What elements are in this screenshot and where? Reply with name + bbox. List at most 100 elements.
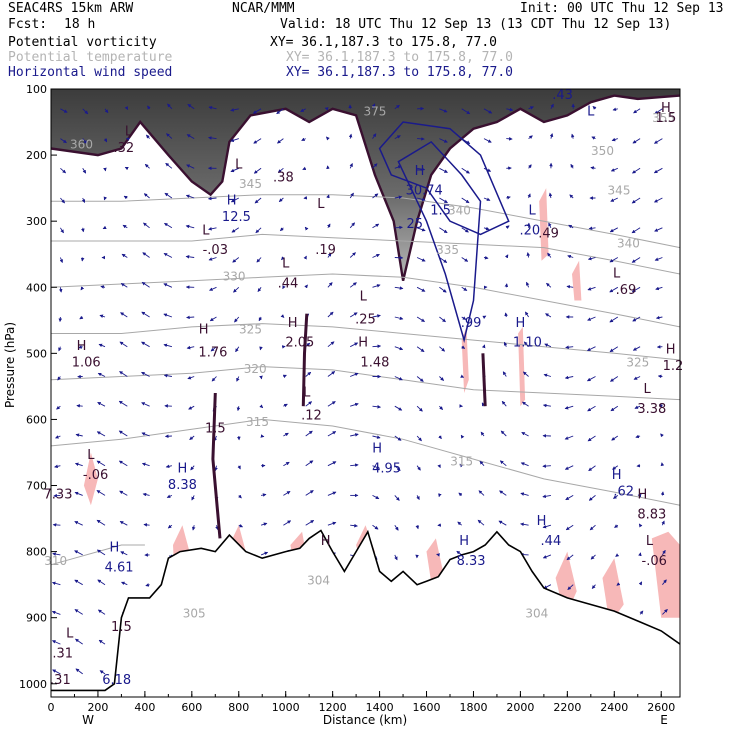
wind-vector <box>416 495 420 501</box>
wind-vector <box>654 227 663 232</box>
wind-vector <box>456 550 462 556</box>
wind-vector <box>613 495 619 499</box>
wind-vector <box>54 464 61 469</box>
wind-vector <box>592 105 597 110</box>
x-tick-label: 2000 <box>506 701 534 714</box>
pv-label: H <box>77 339 87 354</box>
wind-vector <box>143 523 150 527</box>
wind-vector <box>210 346 217 352</box>
wind-vector <box>283 432 289 437</box>
wind-vector <box>276 108 284 115</box>
wind-vector <box>74 491 83 496</box>
wind-vector <box>439 376 445 381</box>
wind-speed-label: .99 <box>461 316 482 331</box>
pv-label: L <box>66 627 74 642</box>
pv-label: L <box>87 448 95 463</box>
wind-vector <box>658 404 663 408</box>
pv-label: 1.48 <box>360 356 389 371</box>
wind-vector <box>326 194 330 199</box>
wind-vector <box>653 197 663 203</box>
field-pv-name: Potential vorticity <box>8 35 157 50</box>
wind-vector <box>327 311 334 318</box>
y-tick-label: 800 <box>26 546 47 559</box>
wind-vector <box>660 491 665 496</box>
wind-vector <box>461 167 470 174</box>
wind-vector <box>564 405 574 410</box>
wind-vector <box>305 430 313 437</box>
pv-label: -.06 <box>642 554 667 569</box>
wind-vector <box>52 552 61 556</box>
wind-vector <box>609 227 619 233</box>
wind-vector <box>526 281 530 288</box>
wind-vector <box>610 376 619 382</box>
wind-vector <box>635 434 641 439</box>
wind-vector <box>634 405 641 409</box>
wind-vector <box>56 405 61 410</box>
wind-vector <box>372 435 381 439</box>
wind-vector <box>98 343 106 348</box>
wind-vector <box>459 463 464 468</box>
y-axis-title: Pressure (hPa) <box>3 322 17 408</box>
wind-speed-label: .43 <box>552 88 573 103</box>
x-tick-label: 600 <box>181 701 202 714</box>
wind-vector <box>254 197 262 204</box>
wind-vector <box>327 491 337 496</box>
wind-vector <box>97 609 106 615</box>
wind-speed-label: L <box>587 104 595 119</box>
wind-vector <box>372 495 380 500</box>
pv-label: L <box>282 256 290 271</box>
wind-vector <box>437 464 441 469</box>
wind-vector <box>394 104 400 110</box>
pv-label: -.06 <box>83 468 108 483</box>
wind-vector <box>612 465 619 470</box>
field-pv-xy: XY= 36.1,187.3 to 175.8, 77.0 <box>270 35 497 50</box>
wind-vector <box>416 227 426 232</box>
pv-label: 1.76 <box>198 346 227 361</box>
pv-label: .12 <box>301 408 322 423</box>
pv-label: 1.5 <box>111 620 132 635</box>
wind-vector <box>611 137 618 142</box>
west-label: W <box>82 713 94 727</box>
wind-vector <box>504 254 509 259</box>
wind-vector <box>349 312 358 318</box>
wind-vector <box>549 133 554 139</box>
wind-vector <box>278 197 284 202</box>
wind-vector <box>305 520 315 526</box>
wind-vector <box>655 315 663 320</box>
wind-vector <box>660 433 664 438</box>
wind-vector <box>439 346 446 352</box>
pv-label: H <box>288 316 298 331</box>
wind-vector <box>587 286 596 291</box>
theta-label: 350 <box>591 144 614 158</box>
pv-label: .32 <box>113 141 134 156</box>
theta-label: 330 <box>223 270 246 284</box>
wind-vector <box>327 521 337 526</box>
wind-vector <box>277 167 284 173</box>
y-tick-label: 600 <box>26 413 47 426</box>
wind-vector <box>209 286 217 291</box>
wind-vector <box>261 493 267 497</box>
wind-vector <box>542 554 552 559</box>
pv-shading-area <box>518 326 526 407</box>
wind-speed-label: 30.74 <box>406 184 443 199</box>
wind-vector <box>372 405 381 409</box>
x-tick-label: 2600 <box>647 701 675 714</box>
pv-label: L <box>202 223 210 238</box>
wind-vector <box>415 525 420 530</box>
wind-speed-label: 6.18 <box>102 673 131 688</box>
theta-contour <box>51 233 680 275</box>
wind-vector <box>461 286 468 291</box>
wind-vector <box>461 316 467 320</box>
wind-speed-label: H <box>415 164 425 179</box>
wind-speed-label: 8.38 <box>168 478 197 493</box>
wind-vector <box>483 108 493 114</box>
pv-contours <box>211 313 487 539</box>
wind-vector <box>147 105 151 110</box>
y-tick-label: 700 <box>26 480 47 493</box>
wind-vector <box>141 341 150 348</box>
terrain-fill <box>51 530 680 697</box>
wind-vector <box>280 314 285 318</box>
wind-vector <box>163 313 173 318</box>
wind-speed-label: H <box>537 514 547 529</box>
wind-vector <box>416 465 421 471</box>
